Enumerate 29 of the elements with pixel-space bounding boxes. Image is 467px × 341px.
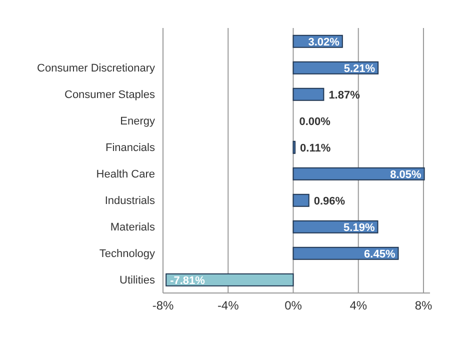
data-label: 0.00% [299, 116, 331, 128]
y-tick-label: Utilities [120, 274, 156, 287]
y-tick-label: Technology [99, 248, 156, 260]
data-label: 5.19% [344, 222, 375, 234]
y-tick-label: Financials [105, 142, 156, 154]
x-tick-label: 4% [350, 298, 368, 313]
x-tick-label: -8% [152, 298, 174, 313]
data-label: 0.96% [314, 195, 346, 208]
y-tick-label: Industrials [104, 195, 156, 208]
bar [292, 246, 399, 260]
y-tick-label: Consumer Staples [64, 89, 156, 102]
y-tick-label: Energy [120, 116, 156, 128]
y-tick-label: Consumer Discretionary [37, 62, 156, 75]
data-label: 0.11% [300, 142, 331, 154]
bar [292, 194, 310, 207]
data-label: 8.05% [390, 168, 422, 181]
data-label: 3.02% [308, 36, 340, 48]
x-tick-label: 0% [284, 298, 302, 313]
data-label: -7.81% [170, 274, 206, 287]
bar [292, 88, 324, 101]
x-tick-label: 8% [414, 298, 432, 313]
data-label: 5.21% [344, 62, 376, 75]
data-label: 6.45% [364, 248, 396, 260]
y-tick-label: Health Care [96, 168, 155, 181]
data-label: 1.87% [328, 89, 360, 102]
bar [292, 167, 425, 180]
bar [166, 273, 294, 286]
x-tick-label: -4% [217, 298, 240, 313]
y-tick-label: Materials [110, 222, 156, 234]
